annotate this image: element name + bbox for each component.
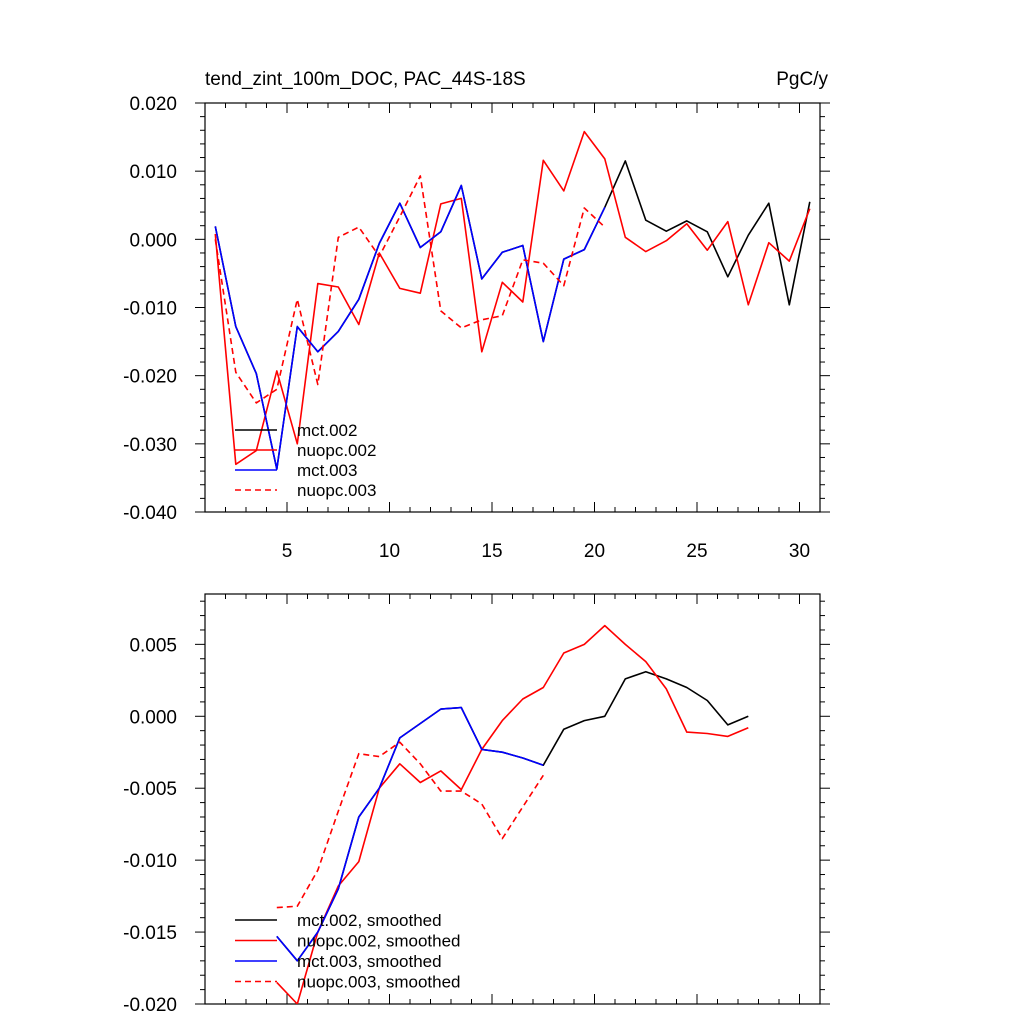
legend-label: mct.003: [297, 461, 357, 480]
y-tick-label: 0.005: [129, 635, 177, 656]
series-line-2: [276, 624, 749, 1004]
y-tick-label: 0.020: [129, 94, 177, 115]
top-panel: tend_zint_100m_DOC, PAC_44S-18S PgC/y 5 1…: [123, 69, 830, 562]
y-tick-label: 0.000: [129, 230, 177, 251]
y-tick-label: -0.005: [123, 779, 177, 800]
y-tick-label: 0.000: [129, 707, 177, 728]
x-tick-label: 30: [789, 541, 810, 562]
x-tick-label: 10: [379, 541, 400, 562]
legend-label: nuopc.002: [297, 441, 376, 460]
y-tick-label: -0.030: [123, 435, 177, 456]
series-line-2: [214, 130, 811, 466]
legend-label: nuopc.002, smoothed: [297, 932, 461, 951]
x-tick-label: 15: [481, 541, 502, 562]
legend-label: mct.003, smoothed: [297, 952, 442, 971]
top-panel-title: tend_zint_100m_DOC, PAC_44S-18S: [205, 69, 526, 90]
series-line-4: [276, 741, 544, 909]
bottom-panel: -0.020 -0.015 -0.010 -0.005 0.000 0.005 mct.00…: [123, 593, 830, 1016]
y-tick-label: -0.020: [123, 367, 177, 388]
y-tick-label: -0.010: [123, 299, 177, 320]
series-line-3: [214, 184, 606, 470]
y-tick-label: -0.015: [123, 923, 177, 944]
x-tick-label: 25: [686, 541, 707, 562]
x-tick-label: 5: [282, 541, 293, 562]
y-tick-label: -0.040: [123, 503, 177, 524]
series-line-4: [214, 175, 606, 404]
legend-label: nuopc.003: [297, 481, 376, 500]
y-tick-label: -0.020: [123, 995, 177, 1016]
legend-label: mct.002: [297, 421, 357, 440]
x-tick-label: 20: [584, 541, 605, 562]
legend-label: nuopc.003, smoothed: [297, 973, 461, 992]
y-tick-label: 0.010: [129, 162, 177, 183]
legend-label: mct.002, smoothed: [297, 911, 442, 930]
series-line-3: [276, 706, 544, 962]
y-tick-label: -0.010: [123, 851, 177, 872]
top-panel-units: PgC/y: [776, 69, 828, 90]
